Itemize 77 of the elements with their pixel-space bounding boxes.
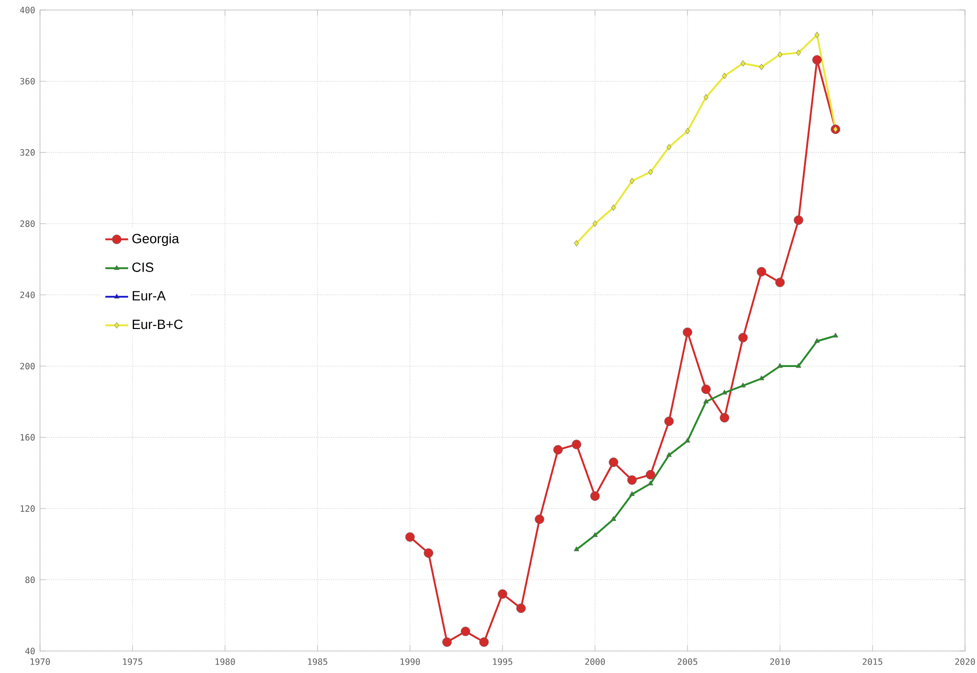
x-tick-label: 1985 [308,658,328,665]
y-tick-label: 40 [25,648,35,654]
point [666,452,672,457]
point [812,55,822,65]
point [704,94,708,100]
point [740,382,746,388]
x-tick-label: 1975 [123,658,142,665]
y-tick-label: 80 [25,576,35,584]
x-tick-label: 1980 [216,658,235,665]
legend-label: Eur-B+C [132,320,183,330]
point [756,266,766,276]
point [610,516,616,521]
point [682,328,692,337]
x-tick-label: 2020 [955,658,975,665]
point [516,604,526,613]
point [627,475,637,485]
point [684,438,690,443]
point [777,362,783,368]
point [722,72,727,80]
legend-label: Georgia [132,234,180,246]
point [685,128,690,134]
legend-label: Eur-A [132,291,166,300]
point [758,375,764,380]
y-tick-label: 200 [20,362,35,370]
point [648,480,654,486]
point [701,384,711,394]
y-tick-label: 160 [20,434,35,441]
point [592,532,598,537]
point [553,445,563,455]
x-tick-label: 1995 [493,658,512,665]
point [442,637,452,647]
point [646,470,656,480]
point [479,637,489,647]
y-tick-label: 280 [20,220,35,227]
point [794,215,804,225]
point [664,416,674,426]
y-tick-label: 240 [20,292,35,298]
point [722,390,728,394]
point [498,589,508,599]
point [738,332,748,342]
x-tick-label: 2005 [678,658,698,665]
point [629,491,635,496]
point [534,514,544,524]
point [740,60,746,67]
y-tick-label: 360 [20,78,35,84]
legend-label: CIS [132,262,154,272]
point [460,626,470,636]
point [648,168,653,176]
point [759,64,764,70]
point [703,398,709,404]
point [574,240,579,246]
point [405,532,415,542]
x-tick-label: 2000 [585,658,605,665]
point [775,278,785,288]
point [666,144,672,150]
point [814,338,820,343]
point [814,32,820,38]
x-tick-label: 1970 [30,658,50,665]
point [424,548,434,558]
y-tick-label: 120 [20,505,35,512]
point [720,413,730,422]
x-tick-label: 2010 [770,658,790,665]
y-tick-label: 400 [20,6,35,14]
point [778,51,782,58]
point [592,220,598,227]
point [630,178,634,184]
y-tick-label: 320 [20,149,35,156]
x-tick-label: 2015 [862,658,882,665]
point [608,458,618,467]
point [611,204,616,211]
point [832,332,838,338]
x-tick-label: 1990 [400,658,420,665]
point [796,362,802,368]
point [590,491,600,501]
point [574,546,580,552]
point [572,440,582,450]
point [796,50,801,56]
